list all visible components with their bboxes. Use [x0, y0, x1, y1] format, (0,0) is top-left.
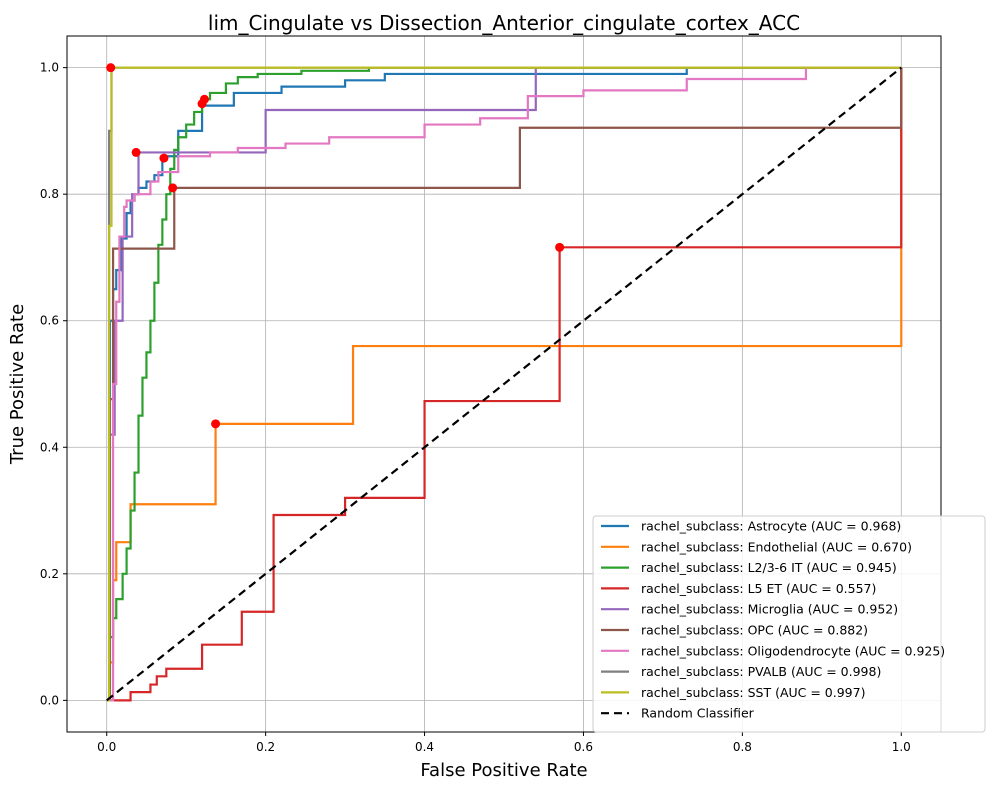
plot-frame — [66, 35, 942, 733]
series-line-9 — [106, 66, 902, 702]
series-line-8 — [106, 66, 902, 702]
optimal-point-marker — [211, 419, 221, 429]
x-axis-title: False Positive Rate — [420, 760, 587, 781]
y-tick-label: 1.0 — [40, 61, 59, 75]
series-layer — [106, 66, 903, 702]
y-tick-label: 0.2 — [40, 567, 59, 581]
optimal-point-marker — [106, 63, 116, 73]
legend-box — [592, 515, 986, 733]
grid — [67, 36, 941, 732]
optimal-point-marker — [555, 242, 565, 252]
legend-entry-label: rachel_subclass: Astrocyte (AUC = 0.968) — [641, 519, 901, 534]
legend-entry-label: Random Classifier — [641, 706, 755, 721]
x-tick-label: 0.0 — [97, 740, 116, 754]
optimal-point-marker — [131, 147, 141, 157]
series-line-1 — [106, 67, 903, 702]
x-tick-label: 0.8 — [733, 740, 752, 754]
legend-entry-label: rachel_subclass: L2/3-6 IT (AUC = 0.945) — [641, 560, 897, 575]
chart-title: lim_Cingulate vs Dissection_Anterior_cin… — [208, 11, 800, 35]
legend-entry-label: rachel_subclass: L5 ET (AUC = 0.557) — [641, 581, 876, 596]
legend-entry-label: rachel_subclass: SST (AUC = 0.997) — [641, 685, 865, 700]
y-tick-label: 0.0 — [40, 693, 59, 707]
x-tick-label: 0.2 — [256, 740, 275, 754]
marker-layer — [106, 63, 565, 429]
legend-entry-label: rachel_subclass: Microglia (AUC = 0.952) — [641, 602, 898, 617]
series-line-2 — [106, 66, 902, 702]
legend: rachel_subclass: Astrocyte (AUC = 0.968)… — [592, 515, 986, 733]
optimal-point-marker — [168, 183, 178, 193]
legend-entry-label: rachel_subclass: OPC (AUC = 0.882) — [641, 623, 868, 638]
x-tick-label: 1.0 — [892, 740, 911, 754]
legend-entry-label: rachel_subclass: PVALB (AUC = 0.998) — [641, 664, 881, 679]
legend-entry-label: rachel_subclass: Endothelial (AUC = 0.67… — [641, 539, 912, 554]
x-tick-label: 0.6 — [574, 740, 593, 754]
series-line-3 — [106, 67, 903, 702]
y-axis-title: True Positive Rate — [7, 304, 28, 465]
y-tick-label: 0.4 — [40, 440, 59, 454]
y-tick-label: 0.8 — [40, 187, 59, 201]
optimal-point-marker — [197, 99, 207, 109]
tick-layer: 0.0 0.2 0.4 0.6 0.8 1.0 0.0 0.2 0.4 0.6 0.8 1.0 — [40, 61, 911, 754]
optimal-point-marker — [159, 153, 169, 163]
x-tick-label: 0.4 — [415, 740, 434, 754]
series-line-6 — [106, 66, 902, 702]
legend-entry-label: rachel_subclass: Oligodendrocyte (AUC = … — [641, 643, 945, 658]
y-tick-label: 0.6 — [40, 314, 59, 328]
